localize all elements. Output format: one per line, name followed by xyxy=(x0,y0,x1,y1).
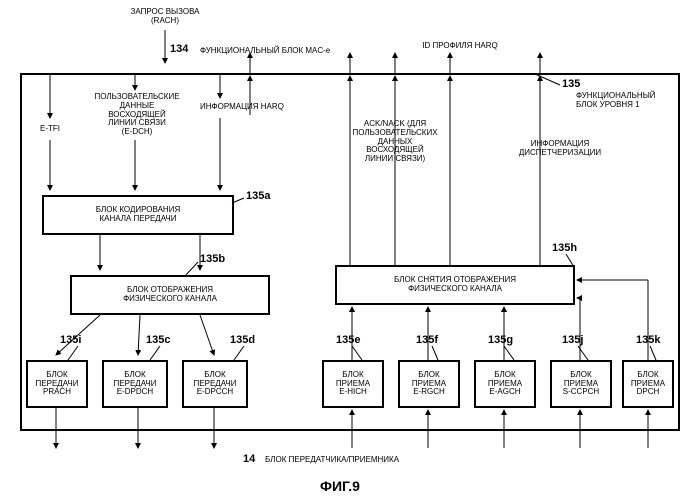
label-num-14: 14 xyxy=(243,453,255,465)
label-num-135f: 135f xyxy=(416,334,438,346)
block-135g: БЛОКПРИЕМАE-AGCH xyxy=(474,360,536,408)
label-level1: ФУНКЦИОНАЛЬНЫЙБЛОК УРОВНЯ 1 xyxy=(576,92,676,110)
block-135c-text: БЛОКПЕРЕДАЧИE-DPDCH xyxy=(114,371,157,397)
label-num-135i: 135i xyxy=(60,334,81,346)
block-135f: БЛОКПРИЕМАE-RGCH xyxy=(398,360,460,408)
block-135b-text: БЛОК ОТОБРАЖЕНИЯФИЗИЧЕСКОГО КАНАЛА xyxy=(123,286,217,304)
label-ack-nack: ACK/NACK (ДЛЯПОЛЬЗОВАТЕЛЬСКИХДАННЫХВОСХО… xyxy=(330,120,460,164)
block-135a-text: БЛОК КОДИРОВАНИЯКАНАЛА ПЕРЕДАЧИ xyxy=(96,206,180,224)
label-num-135h: 135h xyxy=(552,242,577,254)
block-135e-text: БЛОКПРИЕМАE-HICH xyxy=(336,371,370,397)
block-135i: БЛОКПЕРЕДАЧИPRACH xyxy=(26,360,88,408)
block-135c: БЛОКПЕРЕДАЧИE-DPDCH xyxy=(102,360,168,408)
label-id-harq: ID ПРОФИЛЯ HARQ xyxy=(400,42,520,51)
label-num-135d: 135d xyxy=(230,334,255,346)
label-user-data: ПОЛЬЗОВАТЕЛЬСКИЕДАННЫЕВОСХОДЯЩЕЙЛИНИИ СВ… xyxy=(82,93,192,137)
block-135d: БЛОКПЕРЕДАЧИE-DPCCH xyxy=(182,360,248,408)
block-135b: БЛОК ОТОБРАЖЕНИЯФИЗИЧЕСКОГО КАНАЛА xyxy=(70,275,270,315)
label-call-request: ЗАПРОС ВЫЗОВА(RACH) xyxy=(105,8,225,26)
label-num-135g: 135g xyxy=(488,334,513,346)
block-135e: БЛОКПРИЕМАE-HICH xyxy=(322,360,384,408)
block-135f-text: БЛОКПРИЕМАE-RGCH xyxy=(412,371,446,397)
block-135j: БЛОКПРИЕМАS-CCPCH xyxy=(550,360,612,408)
block-135h: БЛОК СНЯТИЯ ОТОБРАЖЕНИЯФИЗИЧЕСКОГО КАНАЛ… xyxy=(335,265,575,305)
block-135k: БЛОКПРИЕМАDPCH xyxy=(622,360,674,408)
block-135h-text: БЛОК СНЯТИЯ ОТОБРАЖЕНИЯФИЗИЧЕСКОГО КАНАЛ… xyxy=(394,276,516,294)
label-mac-e: ФУНКЦИОНАЛЬНЫЙ БЛОК MAC-e xyxy=(200,47,400,56)
block-135a: БЛОК КОДИРОВАНИЯКАНАЛА ПЕРЕДАЧИ xyxy=(42,195,234,235)
label-transceiver: БЛОК ПЕРЕДАТЧИКА/ПРИЕМНИКА xyxy=(265,456,465,465)
label-num-135e: 135e xyxy=(336,334,360,346)
figure-caption: ФИГ.9 xyxy=(320,478,360,494)
label-harq-info: ИНФОРМАЦИЯ HARQ xyxy=(200,103,320,112)
label-num-135c: 135c xyxy=(146,334,170,346)
block-135g-text: БЛОКПРИЕМАE-AGCH xyxy=(488,371,522,397)
label-num-135j: 135j xyxy=(562,334,583,346)
label-num-134: 134 xyxy=(170,43,188,55)
label-dispatch: ИНФОРМАЦИЯДИСПЕТЧЕРИЗАЦИИ xyxy=(500,140,620,158)
label-etfi: E-TFI xyxy=(30,125,70,134)
label-num-135k: 135k xyxy=(636,334,660,346)
label-num-135: 135 xyxy=(562,78,580,90)
label-num-135b: 135b xyxy=(200,253,225,265)
block-135j-text: БЛОКПРИЕМАS-CCPCH xyxy=(563,371,599,397)
label-num-135a: 135a xyxy=(246,190,270,202)
block-135d-text: БЛОКПЕРЕДАЧИE-DPCCH xyxy=(194,371,237,397)
block-135k-text: БЛОКПРИЕМАDPCH xyxy=(631,371,665,397)
block-135i-text: БЛОКПЕРЕДАЧИPRACH xyxy=(36,371,79,397)
